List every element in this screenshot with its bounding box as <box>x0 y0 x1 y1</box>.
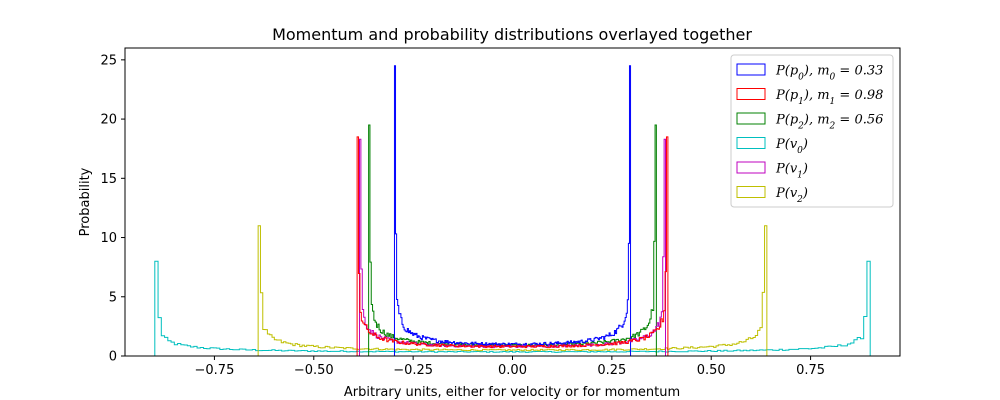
legend-label: P(p2), m2 = 0.56 <box>775 113 883 132</box>
series-line-0 <box>393 65 632 356</box>
x-tick-label: −0.25 <box>393 363 433 378</box>
chart-title: Momentum and probability distributions o… <box>272 25 752 44</box>
series-line-4 <box>358 138 667 356</box>
legend-swatch <box>736 88 766 100</box>
plot-area <box>124 47 901 357</box>
x-axis-ticks: −0.75 −0.50 −0.25 0.00 0.25 0.50 0.75 <box>195 356 825 378</box>
y-tick-label: 20 <box>100 113 117 128</box>
series-layer <box>154 65 871 356</box>
legend-label: P(v2) <box>775 186 808 205</box>
y-tick-label: 25 <box>100 53 117 68</box>
x-tick-label: 0.50 <box>697 363 726 378</box>
series-line-1 <box>356 136 669 356</box>
series-line-5 <box>257 225 768 356</box>
legend-label: P(v1) <box>775 162 808 181</box>
y-tick-label: 15 <box>100 172 117 187</box>
legend-swatch <box>736 186 766 198</box>
y-axis-label: Probability <box>78 167 93 236</box>
legend-label: P(v0) <box>775 137 808 156</box>
x-tick-label: −0.50 <box>294 363 334 378</box>
legend-box <box>730 54 894 208</box>
series-line-2 <box>368 124 657 356</box>
x-tick-label: 0.25 <box>597 363 626 378</box>
y-axis-ticks: 0 5 10 15 20 25 <box>100 53 125 365</box>
x-tick-label: −0.75 <box>195 363 235 378</box>
legend-swatch <box>736 63 766 76</box>
legend-label: P(p0), m0 = 0.33 <box>775 64 883 83</box>
legend-label: P(p1), m1 = 0.98 <box>775 88 883 107</box>
x-tick-label: 0.75 <box>796 363 825 378</box>
legend-swatch <box>736 161 766 174</box>
legend: P(p0), m0 = 0.33 P(p1), m1 = 0.98 P(p2), m… <box>730 54 894 208</box>
y-tick-label: 0 <box>109 350 117 365</box>
x-tick-label: 0.00 <box>498 363 527 378</box>
legend-swatch <box>736 112 766 125</box>
legend-swatch <box>736 137 766 149</box>
x-axis-label: Arbitrary units, either for velocity or … <box>344 385 680 400</box>
y-tick-label: 10 <box>100 231 117 246</box>
y-tick-label: 5 <box>109 290 117 305</box>
series-line-3 <box>154 260 871 356</box>
legend-entries: P(p0), m0 = 0.33 P(p1), m1 = 0.98 P(p2), m… <box>736 63 883 205</box>
